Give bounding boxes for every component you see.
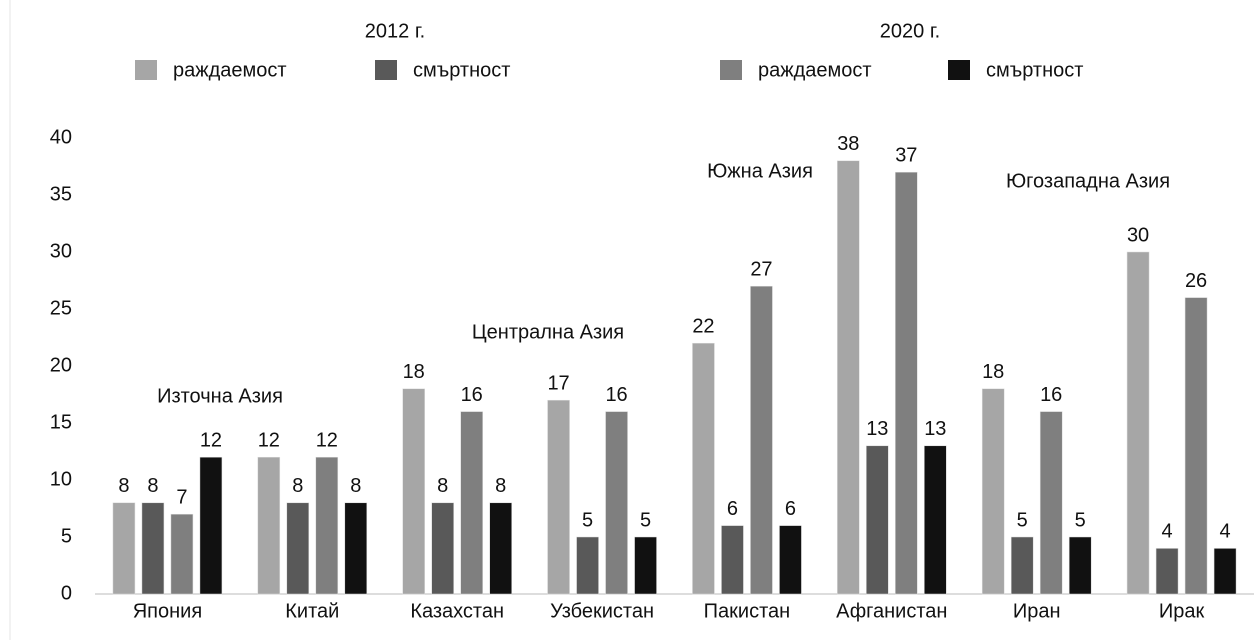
bar bbox=[576, 536, 599, 595]
bar bbox=[837, 160, 860, 595]
y-tick-label: 10 bbox=[50, 468, 72, 490]
data-label: 8 bbox=[118, 475, 129, 497]
bar bbox=[344, 502, 368, 595]
bar bbox=[170, 513, 194, 595]
data-label: 16 bbox=[1040, 384, 1062, 406]
bar bbox=[924, 445, 947, 595]
bar bbox=[489, 502, 512, 595]
legend-swatch bbox=[135, 60, 157, 80]
data-label: 4 bbox=[1162, 521, 1173, 543]
data-label: 8 bbox=[437, 475, 448, 497]
data-label: 12 bbox=[258, 429, 280, 451]
legend-label: смъртност bbox=[413, 59, 510, 81]
data-label: 5 bbox=[1017, 509, 1028, 531]
bar bbox=[692, 342, 715, 595]
legend-group-title: 2012 г. bbox=[365, 20, 425, 42]
data-label: 30 bbox=[1127, 224, 1149, 246]
bar bbox=[1184, 297, 1208, 595]
data-label: 12 bbox=[316, 429, 338, 451]
bar bbox=[1068, 536, 1092, 595]
y-tick-label: 30 bbox=[50, 240, 72, 262]
data-label: 8 bbox=[292, 475, 303, 497]
data-label: 18 bbox=[403, 361, 425, 383]
bar bbox=[1213, 548, 1237, 595]
bar bbox=[1155, 548, 1179, 595]
bar bbox=[981, 388, 1005, 595]
legend-swatch bbox=[948, 60, 970, 80]
data-label: 13 bbox=[866, 418, 888, 440]
data-label: 12 bbox=[200, 429, 222, 451]
bar bbox=[1039, 411, 1063, 595]
x-tick-label: Ирак bbox=[1159, 600, 1205, 622]
data-label: 38 bbox=[837, 133, 859, 155]
bar bbox=[402, 388, 425, 595]
bar bbox=[779, 525, 802, 595]
data-label: 16 bbox=[605, 384, 627, 406]
y-tick-label: 5 bbox=[61, 525, 72, 547]
y-tick-label: 40 bbox=[50, 126, 72, 148]
data-label: 16 bbox=[461, 384, 483, 406]
legend-label: раждаемост bbox=[758, 59, 872, 81]
region-annotation: Югозападна Азия bbox=[1006, 170, 1170, 192]
legend-group-title: 2020 г. bbox=[880, 20, 940, 42]
y-tick-label: 25 bbox=[50, 297, 72, 319]
data-label: 26 bbox=[1185, 270, 1207, 292]
data-label: 7 bbox=[176, 486, 187, 508]
bar bbox=[286, 502, 310, 595]
region-annotation: Южна Азия bbox=[707, 160, 813, 182]
legend-swatch bbox=[375, 60, 397, 80]
data-label: 27 bbox=[750, 258, 772, 280]
bar bbox=[141, 502, 165, 595]
data-label: 5 bbox=[582, 509, 593, 531]
data-label: 37 bbox=[895, 144, 917, 166]
bar bbox=[866, 445, 889, 595]
region-annotation: Източна Азия bbox=[157, 385, 283, 407]
y-tick-label: 0 bbox=[61, 582, 72, 604]
data-label: 5 bbox=[1075, 509, 1086, 531]
data-label: 5 bbox=[640, 509, 651, 531]
data-label: 8 bbox=[350, 475, 361, 497]
legend-label: смъртност bbox=[986, 59, 1083, 81]
bar bbox=[1010, 536, 1034, 595]
y-tick-label: 20 bbox=[50, 354, 72, 376]
bar bbox=[721, 525, 744, 595]
data-label: 6 bbox=[785, 498, 796, 520]
data-label: 8 bbox=[147, 475, 158, 497]
x-tick-label: Узбекистан bbox=[550, 600, 654, 622]
x-tick-label: Казахстан bbox=[410, 600, 504, 622]
bar bbox=[431, 502, 454, 595]
bar bbox=[199, 456, 223, 595]
bar bbox=[750, 285, 773, 595]
data-label: 17 bbox=[547, 372, 569, 394]
x-tick-label: Иран bbox=[1013, 600, 1061, 622]
x-tick-label: Япония bbox=[133, 600, 202, 622]
data-label: 13 bbox=[924, 418, 946, 440]
bar bbox=[460, 411, 483, 595]
bar bbox=[895, 171, 918, 595]
bar bbox=[547, 399, 570, 595]
bar bbox=[634, 536, 657, 595]
bar bbox=[605, 411, 628, 595]
bar bbox=[257, 456, 281, 595]
legend-label: раждаемост bbox=[173, 59, 287, 81]
region-annotation: Централна Азия bbox=[472, 321, 624, 343]
x-tick-label: Пакистан bbox=[704, 600, 791, 622]
data-label: 6 bbox=[727, 498, 738, 520]
bar bbox=[1126, 251, 1150, 595]
x-tick-label: Китай bbox=[285, 600, 339, 622]
data-label: 22 bbox=[692, 315, 714, 337]
data-label: 8 bbox=[495, 475, 506, 497]
bar bbox=[315, 456, 339, 595]
y-tick-label: 15 bbox=[50, 411, 72, 433]
data-label: 4 bbox=[1220, 521, 1231, 543]
legend-swatch bbox=[720, 60, 742, 80]
bar bbox=[112, 502, 136, 595]
y-tick-label: 35 bbox=[50, 183, 72, 205]
data-label: 18 bbox=[982, 361, 1004, 383]
x-tick-label: Афганистан bbox=[836, 600, 947, 622]
